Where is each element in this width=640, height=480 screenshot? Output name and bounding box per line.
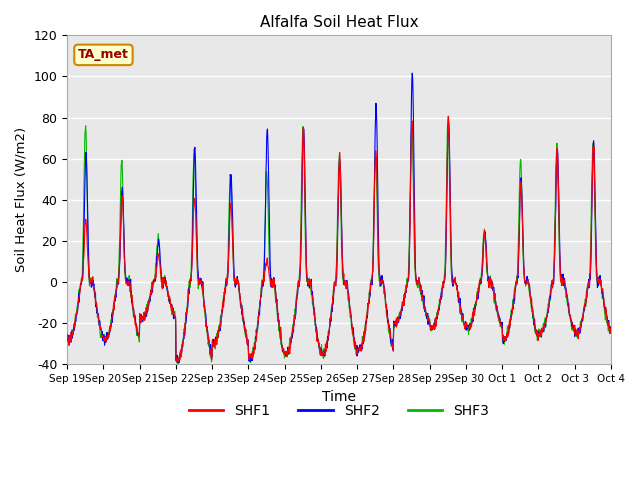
SHF3 — [246, 354, 253, 360]
SHF2 — [424, 322, 432, 327]
SHF1 — [607, 327, 615, 333]
Legend: SHF1, SHF2, SHF3: SHF1, SHF2, SHF3 — [183, 398, 495, 423]
SHF1 — [543, 314, 551, 320]
SHF2 — [184, 286, 192, 292]
SHF3 — [63, 331, 71, 337]
SHF3 — [175, 360, 182, 366]
SHF2 — [408, 70, 416, 76]
SHF1 — [63, 331, 71, 337]
SHF2 — [607, 331, 615, 336]
SHF3 — [607, 326, 615, 332]
SHF1 — [495, 316, 503, 322]
SHF2 — [63, 336, 71, 342]
Line: SHF1: SHF1 — [67, 116, 611, 362]
SHF1 — [174, 359, 182, 365]
Line: SHF3: SHF3 — [67, 116, 611, 363]
SHF3 — [171, 309, 179, 314]
SHF2 — [174, 360, 182, 366]
SHF3 — [424, 313, 431, 319]
SHF2 — [171, 314, 179, 320]
Line: SHF2: SHF2 — [67, 73, 611, 363]
SHF1 — [424, 318, 431, 324]
SHF3 — [543, 310, 551, 316]
SHF1 — [184, 294, 192, 300]
X-axis label: Time: Time — [322, 390, 356, 404]
SHF1 — [171, 313, 179, 319]
SHF3 — [444, 113, 452, 119]
Text: TA_met: TA_met — [78, 48, 129, 61]
Title: Alfalfa Soil Heat Flux: Alfalfa Soil Heat Flux — [260, 15, 419, 30]
SHF3 — [184, 288, 192, 293]
SHF2 — [543, 313, 551, 319]
SHF1 — [246, 357, 253, 362]
SHF1 — [445, 113, 452, 119]
SHF2 — [495, 313, 503, 319]
SHF3 — [495, 318, 503, 324]
SHF2 — [246, 357, 253, 363]
Y-axis label: Soil Heat Flux (W/m2): Soil Heat Flux (W/m2) — [15, 127, 28, 273]
